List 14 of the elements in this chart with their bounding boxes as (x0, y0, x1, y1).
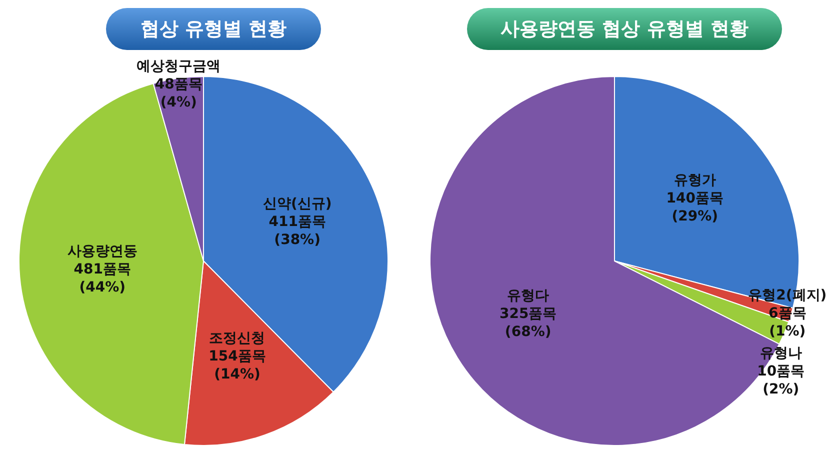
slice-label: 예상청구금액 (136, 58, 221, 75)
chart-title: 사용량연동 협상 유형별 현황 (466, 8, 782, 50)
chart-title: 협상 유형별 현황 (106, 8, 321, 50)
data-label: 481품목 (44%) (74, 261, 132, 296)
slice-label: 신약(신규) (262, 196, 332, 212)
data-label: 48품목 (4%) (154, 76, 202, 111)
data-label: 154품목 (14%) (208, 348, 266, 382)
data-label: 325품목 (68%) (499, 306, 557, 340)
slice-label: 조정신청 (209, 330, 266, 346)
slice-label: 유형가 (674, 172, 716, 189)
data-label: 411품목 (38%) (268, 214, 326, 248)
data-label: 140품목 (29%) (666, 190, 724, 225)
slice-label: 유형다 (507, 288, 550, 304)
slice-label: 사용량연동 (67, 243, 138, 260)
